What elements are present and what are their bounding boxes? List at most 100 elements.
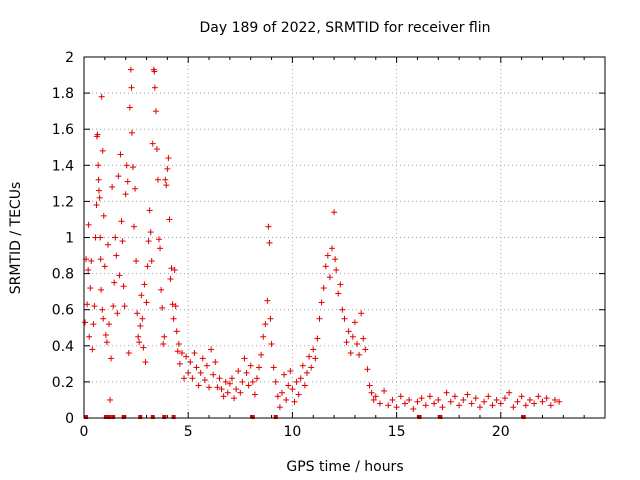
data-point xyxy=(239,378,246,385)
data-point xyxy=(339,306,346,313)
data-point xyxy=(514,398,521,405)
data-point xyxy=(166,216,173,223)
data-point xyxy=(152,108,159,115)
y-tick-label: 1 xyxy=(65,231,74,247)
data-point xyxy=(370,396,377,403)
data-point xyxy=(88,257,95,264)
data-point xyxy=(518,393,525,400)
data-point xyxy=(107,396,114,403)
data-point xyxy=(142,359,149,366)
data-point xyxy=(165,155,172,162)
data-point xyxy=(389,396,396,403)
data-point xyxy=(95,162,102,169)
data-point xyxy=(176,360,183,367)
data-point xyxy=(212,359,219,366)
data-point xyxy=(101,263,108,270)
data-point xyxy=(96,187,103,194)
zero-marker xyxy=(438,415,443,419)
data-point xyxy=(324,252,331,259)
data-point xyxy=(143,299,150,306)
data-point xyxy=(485,393,492,400)
data-point xyxy=(87,285,94,292)
chart-title: Day 189 of 2022, SRMTID for receiver fli… xyxy=(200,20,491,36)
x-tick-label: 20 xyxy=(492,424,510,440)
data-point xyxy=(354,340,361,347)
y-tick-label: 1.6 xyxy=(52,122,74,138)
data-point xyxy=(360,335,367,342)
data-point xyxy=(128,129,135,136)
data-point xyxy=(121,303,128,310)
data-point xyxy=(136,339,143,346)
data-point xyxy=(104,241,111,248)
data-point xyxy=(85,266,92,273)
data-point xyxy=(489,402,496,409)
y-tick-label: 1.2 xyxy=(52,194,74,210)
data-point xyxy=(235,368,242,375)
y-tick-label: 0.4 xyxy=(52,339,74,355)
plot-frame xyxy=(83,56,606,419)
data-point xyxy=(98,286,105,293)
data-point xyxy=(265,223,272,230)
data-point xyxy=(472,395,479,402)
data-point xyxy=(110,303,117,310)
x-tick-label: 0 xyxy=(80,424,89,440)
data-point xyxy=(318,299,325,306)
data-point xyxy=(272,378,279,385)
data-point xyxy=(173,328,180,335)
data-point xyxy=(86,333,93,340)
data-point xyxy=(510,404,517,411)
data-point xyxy=(439,404,446,411)
data-point xyxy=(251,391,258,398)
data-point xyxy=(356,351,363,358)
data-point xyxy=(154,176,161,183)
data-point xyxy=(163,182,170,189)
data-point xyxy=(243,369,250,376)
data-point xyxy=(93,202,100,209)
zero-marker xyxy=(107,415,112,419)
data-point xyxy=(106,321,113,328)
data-point xyxy=(253,375,260,382)
data-point xyxy=(228,375,235,382)
data-point xyxy=(156,236,163,243)
data-point xyxy=(97,256,104,263)
data-point xyxy=(124,178,131,185)
data-point xyxy=(123,162,130,169)
data-point xyxy=(99,306,106,313)
data-point xyxy=(376,400,383,407)
data-point xyxy=(145,238,152,245)
data-point xyxy=(287,368,294,375)
data-point xyxy=(108,355,115,362)
data-point xyxy=(262,321,269,328)
data-point xyxy=(126,104,133,111)
data-point xyxy=(118,218,125,225)
data-point xyxy=(522,402,529,409)
data-point xyxy=(247,362,254,369)
zero-marker xyxy=(150,415,155,419)
data-point xyxy=(151,68,158,75)
data-point xyxy=(443,389,450,396)
data-point xyxy=(385,402,392,409)
data-point xyxy=(372,393,379,400)
data-point xyxy=(149,140,156,147)
data-point xyxy=(161,333,168,340)
zero-marker xyxy=(521,415,526,419)
zero-marker xyxy=(171,415,176,419)
data-point xyxy=(506,389,513,396)
data-point xyxy=(460,396,467,403)
data-point xyxy=(82,319,89,326)
data-point xyxy=(333,266,340,273)
data-point xyxy=(539,398,546,405)
data-point xyxy=(89,346,96,353)
data-point xyxy=(175,340,182,347)
data-point xyxy=(148,257,155,264)
data-point xyxy=(199,355,206,362)
data-point xyxy=(535,393,542,400)
data-point xyxy=(312,355,319,362)
data-point xyxy=(526,396,533,403)
zero-marker xyxy=(84,415,89,419)
data-point xyxy=(162,176,169,183)
data-point xyxy=(299,362,306,369)
data-point xyxy=(138,292,145,299)
